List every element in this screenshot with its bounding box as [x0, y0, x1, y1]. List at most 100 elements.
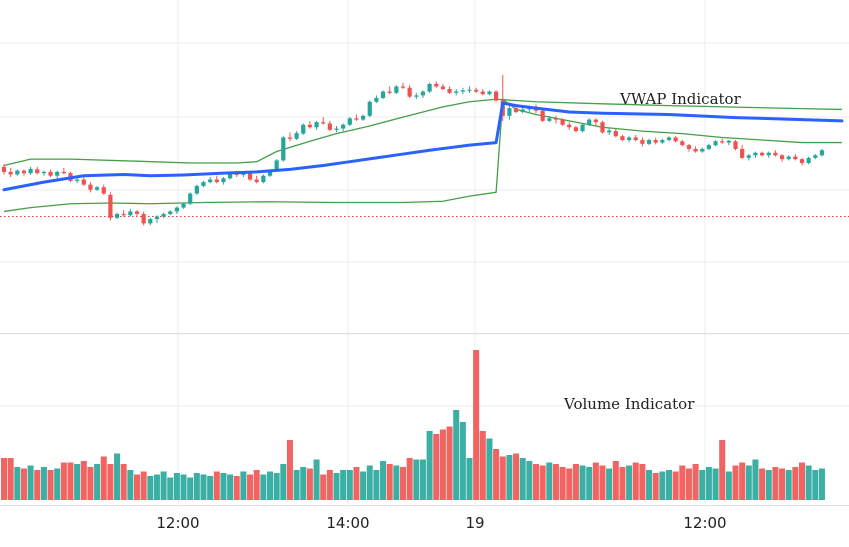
- volume-bar: [180, 474, 187, 500]
- candle-body: [779, 155, 785, 160]
- volume-bar: [7, 458, 14, 500]
- candle-body: [660, 140, 665, 143]
- candle-body: [693, 148, 698, 152]
- volume-bar: [719, 440, 726, 500]
- volume-bar: [679, 465, 686, 500]
- candle-body: [520, 109, 525, 112]
- candle-body: [460, 90, 465, 92]
- candle-body: [740, 148, 745, 158]
- candle-body: [819, 150, 825, 156]
- volume-bar: [393, 465, 400, 500]
- candle-body: [148, 219, 153, 224]
- volume-bar: [60, 462, 67, 500]
- x-tick-label: 12:00: [683, 514, 726, 532]
- candle-body: [374, 97, 379, 102]
- candle-body: [301, 124, 306, 134]
- volume-bar: [220, 473, 227, 500]
- candle-body: [387, 91, 392, 93]
- volume-bar: [572, 464, 579, 500]
- volume-bar: [286, 440, 293, 500]
- candle-body: [161, 213, 166, 217]
- volume-bar: [227, 474, 234, 500]
- volume-bar: [253, 470, 260, 500]
- volume-bar: [140, 471, 147, 500]
- volume-bar: [805, 465, 812, 500]
- volume-bar: [453, 410, 460, 500]
- volume-bar: [659, 471, 666, 500]
- volume-bar: [765, 470, 772, 500]
- candle-body: [600, 122, 605, 133]
- volume-bar: [439, 429, 446, 500]
- volume-bar: [632, 462, 639, 500]
- volume-bar: [526, 461, 533, 500]
- candle-body: [607, 130, 612, 133]
- candle-body: [454, 91, 459, 93]
- volume-bar: [506, 455, 513, 500]
- candle-body: [314, 122, 319, 128]
- volume-bar: [267, 471, 273, 500]
- candle-body: [108, 194, 113, 218]
- candle-body: [8, 171, 13, 175]
- volume-bar: [380, 461, 387, 500]
- volume-bar: [672, 471, 679, 500]
- candle-body: [633, 137, 638, 141]
- candle-body: [201, 182, 206, 186]
- candles: [1, 75, 825, 226]
- candle-body: [341, 124, 346, 129]
- volume-bar: [772, 467, 779, 500]
- candle-body: [573, 127, 578, 132]
- volume-bar: [27, 465, 34, 500]
- volume-bars: [1, 350, 825, 500]
- volume-bar: [759, 468, 766, 500]
- candle-body: [174, 207, 179, 212]
- volume-bar: [360, 471, 367, 500]
- volume-bar: [173, 473, 180, 500]
- candle-body: [560, 119, 565, 125]
- volume-bar: [353, 467, 360, 500]
- volume-bar: [413, 459, 420, 500]
- volume-bar: [134, 474, 140, 500]
- candle-body: [221, 178, 226, 183]
- candle-body: [713, 141, 718, 146]
- volume-bar: [446, 426, 453, 500]
- candle-body: [35, 169, 40, 174]
- candle-body: [720, 141, 725, 143]
- candle-body: [21, 170, 27, 174]
- candle-body: [494, 91, 499, 101]
- candle-body: [274, 160, 279, 171]
- candle-body: [380, 91, 386, 98]
- volume-bar: [67, 462, 74, 500]
- vwap-line: [2, 101, 844, 192]
- vwap-indicator-label: VWAP Indicator: [619, 90, 742, 108]
- candle-body: [1, 166, 7, 172]
- candle-body: [281, 137, 286, 161]
- candle-body: [547, 118, 552, 121]
- volume-bar: [646, 470, 653, 500]
- candle-body: [81, 179, 86, 185]
- candle-body: [114, 213, 120, 218]
- volume-bar: [419, 459, 426, 500]
- candle-body: [447, 89, 452, 93]
- candle-body: [813, 155, 818, 158]
- volume-bar: [699, 470, 706, 500]
- candle-body: [181, 203, 186, 208]
- volume-bar: [639, 464, 646, 500]
- volume-bar: [499, 456, 506, 500]
- volume-bar: [120, 464, 127, 500]
- volume-bar: [818, 468, 825, 500]
- candle-body: [733, 141, 738, 149]
- candle-body: [414, 95, 419, 97]
- candle-body: [793, 156, 798, 160]
- volume-bar: [552, 464, 559, 500]
- volume-bar: [80, 461, 87, 500]
- volume-indicator-label: Volume Indicator: [563, 395, 695, 413]
- candle-body: [168, 211, 173, 214]
- volume-bar: [559, 467, 566, 500]
- candle-body: [154, 216, 160, 220]
- candle-body: [587, 119, 592, 125]
- volume-bar: [799, 462, 805, 500]
- candle-body: [427, 83, 432, 92]
- candle-body: [480, 91, 485, 95]
